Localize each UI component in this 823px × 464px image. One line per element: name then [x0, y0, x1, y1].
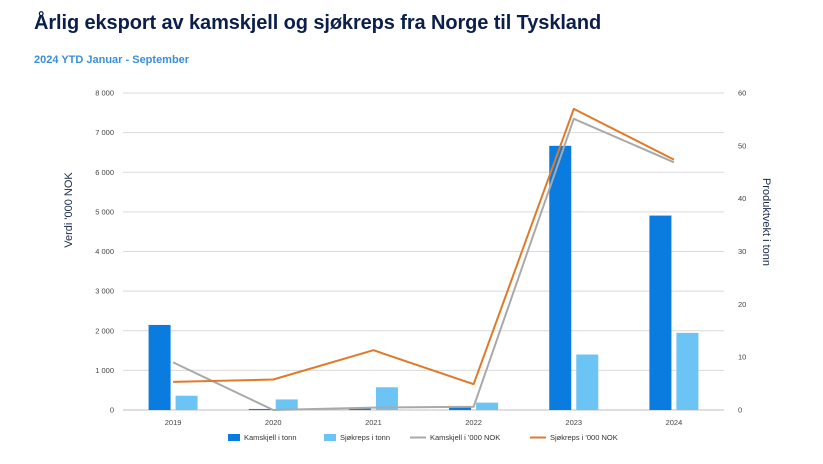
chart-subtitle: 2024 YTD Januar - September: [34, 54, 190, 66]
bar: [348, 407, 371, 410]
y2-tick-label: 0: [738, 406, 742, 415]
left-axis-ticks: 0 1 000 2 000 3 000 4 000 5 000 6 000 7 000 8 00…: [95, 89, 114, 415]
x-tick-label: 2024: [666, 418, 683, 427]
y-tick-label: 2 000: [95, 326, 114, 335]
bar: [476, 402, 499, 410]
legend: Kamskjell i tonn Sjøkreps i tonn Kamskjell…: [228, 433, 618, 442]
x-tick-label: 2022: [465, 418, 482, 427]
x-axis-ticks: 2019 2020 2021 2022 2023 2024: [165, 418, 683, 427]
right-axis-ticks: 0 10 20 30 40 50 60: [738, 89, 746, 415]
bar: [275, 399, 298, 410]
gridlines: [123, 92, 724, 411]
series-line: [173, 107, 675, 386]
y-tick-label: 1 000: [95, 366, 114, 375]
right-axis-title: Produktvekt i tonn: [760, 178, 772, 266]
series-line: [172, 117, 675, 411]
bar: [449, 407, 472, 410]
bar-series: [148, 145, 699, 411]
legend-label: Kamskjell i tonn: [244, 433, 297, 442]
y-tick-label: 8 000: [95, 89, 114, 98]
legend-label: Kamskjell i '000 NOK: [430, 433, 500, 442]
legend-label: Sjøkreps i tonn: [340, 433, 390, 442]
bar: [549, 145, 572, 411]
bar: [375, 387, 398, 410]
y2-tick-label: 20: [738, 300, 746, 309]
y2-tick-label: 60: [738, 89, 746, 98]
y-tick-label: 7 000: [95, 128, 114, 137]
y-tick-label: 0: [110, 406, 114, 415]
bar: [649, 215, 672, 410]
x-tick-label: 2019: [165, 418, 182, 427]
left-axis-title: Verdi '000 NOK: [63, 172, 75, 248]
y-tick-label: 5 000: [95, 207, 114, 216]
x-tick-label: 2023: [565, 418, 582, 427]
x-tick-label: 2021: [365, 418, 382, 427]
legend-label: Sjøkreps i '000 NOK: [550, 433, 618, 442]
bar: [676, 332, 699, 410]
bar: [576, 354, 599, 410]
y-tick-label: 4 000: [95, 247, 114, 256]
y2-tick-label: 30: [738, 247, 746, 256]
legend-swatch: [228, 434, 240, 441]
y2-tick-label: 50: [738, 141, 746, 150]
line-series: [172, 107, 675, 411]
x-tick-label: 2020: [265, 418, 282, 427]
legend-swatch: [324, 434, 336, 441]
y2-tick-label: 40: [738, 194, 746, 203]
chart-title: Årlig eksport av kamskjell og sjøkreps f…: [34, 12, 602, 34]
y-tick-label: 3 000: [95, 287, 114, 296]
y-tick-label: 6 000: [95, 168, 114, 177]
bar: [175, 395, 198, 410]
bar: [248, 408, 271, 410]
y2-tick-label: 10: [738, 353, 746, 362]
bar: [148, 324, 171, 410]
